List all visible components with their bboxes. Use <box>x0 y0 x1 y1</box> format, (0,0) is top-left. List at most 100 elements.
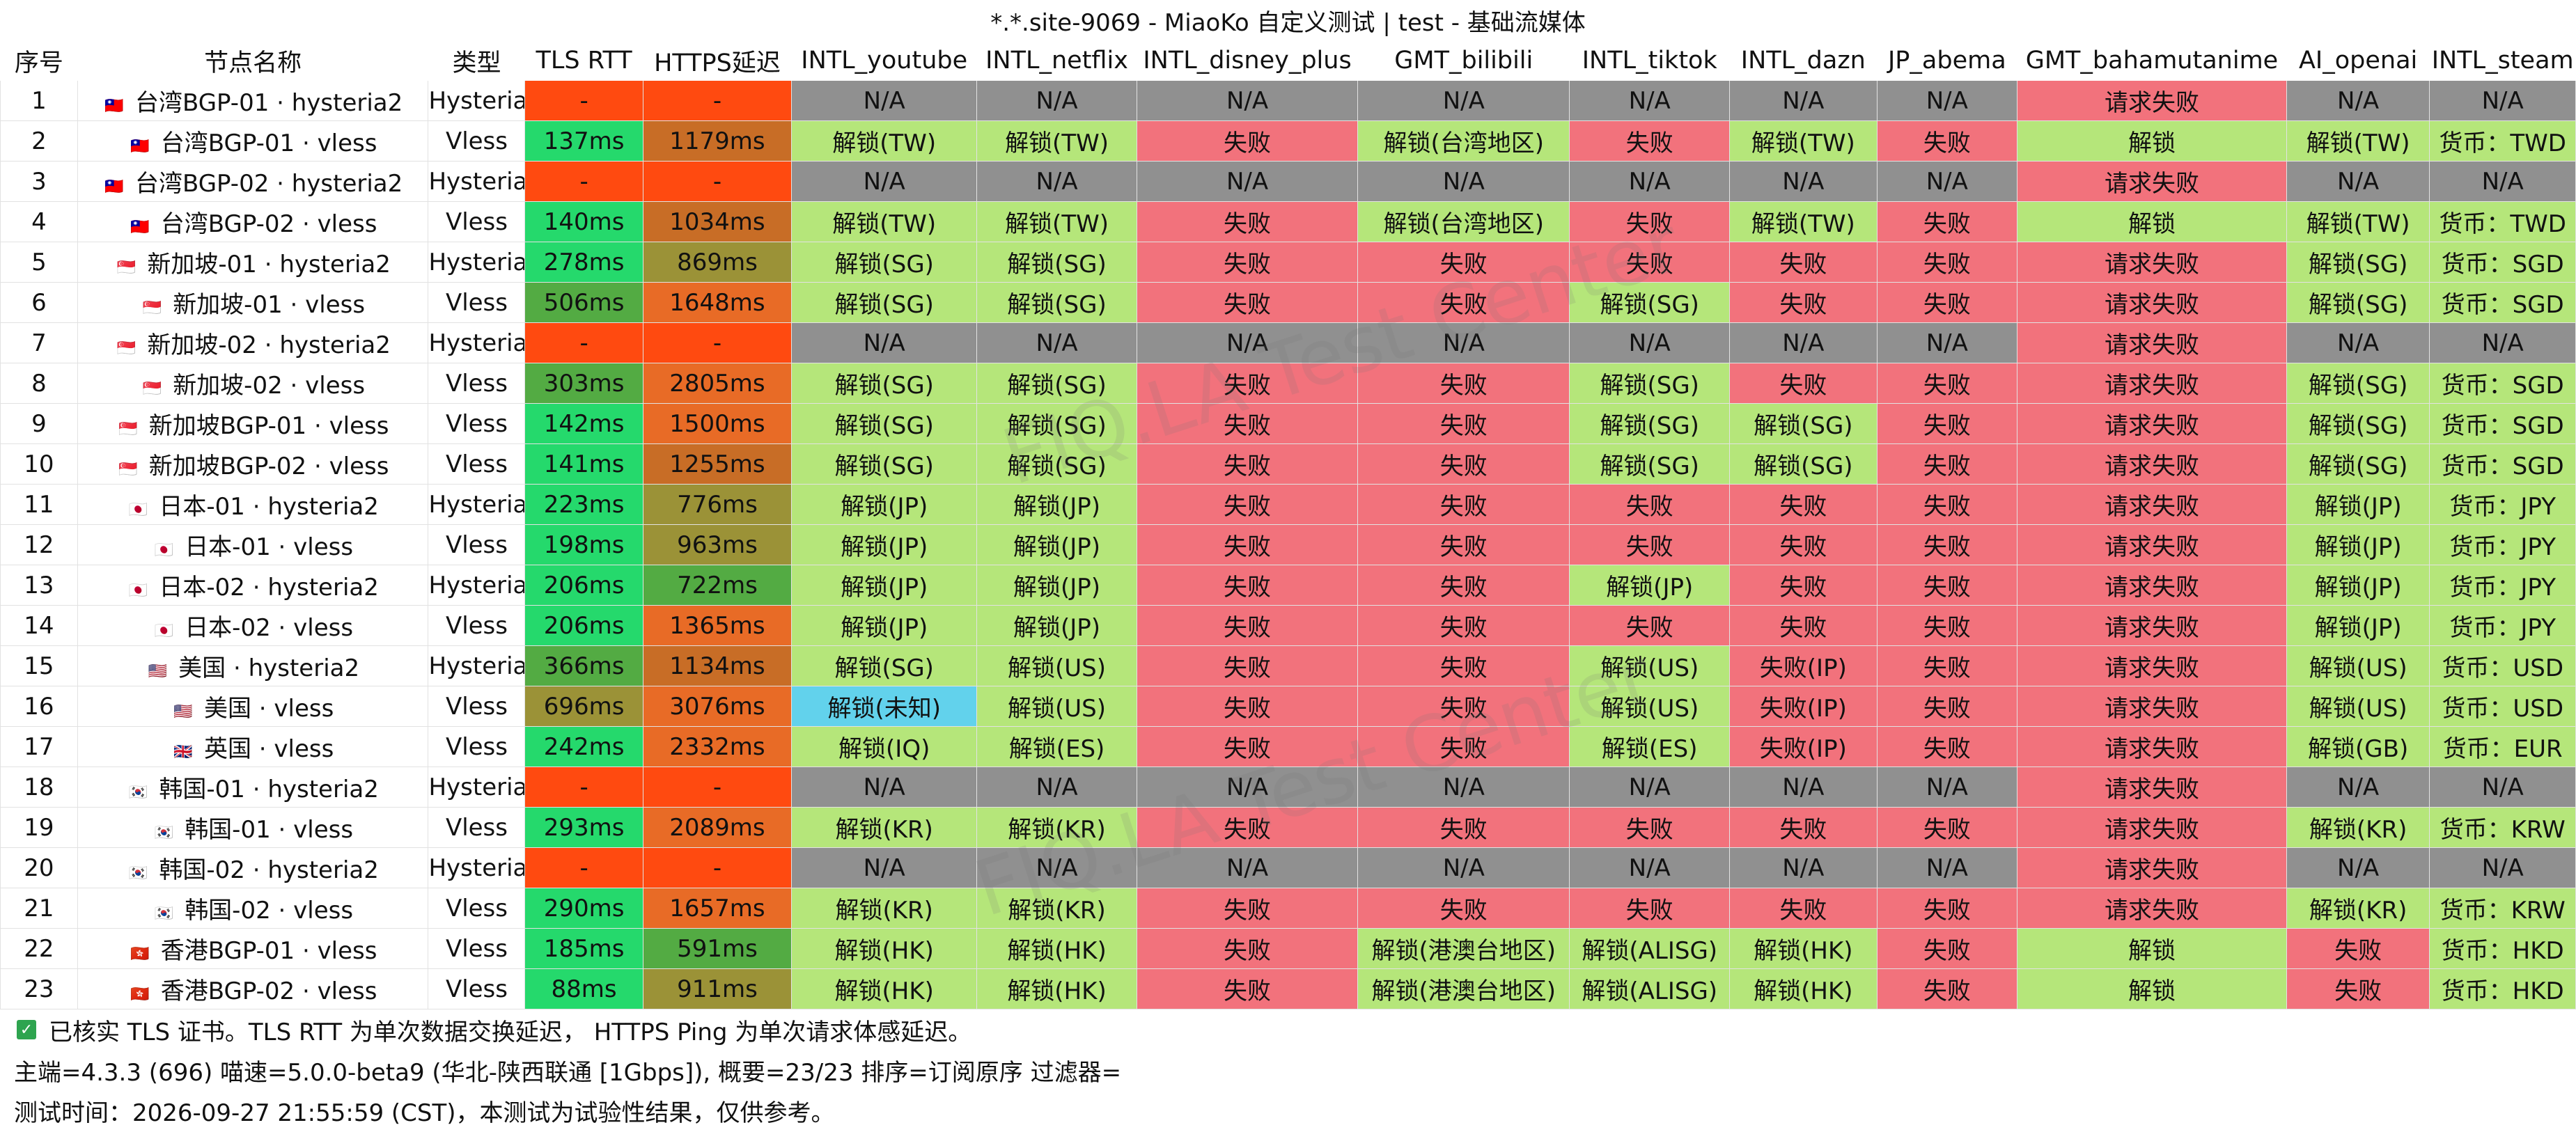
table-row[interactable]: 6 🇸🇬 新加坡-01 · vless Vless 506ms 1648ms 解锁(SG) 解… <box>0 282 2576 323</box>
result-cell-abema: 失败 <box>1876 726 2018 767</box>
result-cell-disney: N/A <box>1136 161 1359 202</box>
result-cell-dazn: 失败 <box>1729 484 1878 525</box>
node-type: Hysteria2 <box>428 322 526 363</box>
table-row[interactable]: 17 🇬🇧 英国 · vless Vless 242ms 2332ms 解锁(IQ) 解锁(E… <box>0 726 2576 767</box>
table-row[interactable]: 23 🇭🇰 香港BGP-02 · vless Vless 88ms 911ms 解锁(HK)… <box>0 968 2576 1009</box>
result-cell-dazn: N/A <box>1729 80 1878 121</box>
column-header[interactable]: HTTPS延迟 <box>642 40 793 81</box>
result-cell-bilibili: 失败 <box>1357 726 1570 767</box>
table-row[interactable]: 8 🇸🇬 新加坡-02 · vless Vless 303ms 2805ms 解锁(SG) 解… <box>0 363 2576 404</box>
result-cell-youtube: N/A <box>791 847 978 888</box>
node-type: Vless <box>428 120 526 162</box>
column-header[interactable]: AI_openai <box>2286 40 2430 81</box>
result-cell-disney: 失败 <box>1136 686 1359 727</box>
result-cell-bahamut: 请求失败 <box>2017 686 2287 727</box>
result-cell-bilibili: 失败 <box>1357 443 1570 485</box>
table-row[interactable]: 20🇰🇷韩国-02 · hysteria2Hysteria2--N/AN/AN/… <box>0 847 2576 888</box>
table-row[interactable]: 7🇸🇬新加坡-02 · hysteria2Hysteria2--N/AN/AN/… <box>0 322 2576 363</box>
node-name: 美国 · vless <box>203 695 334 723</box>
flag-jp-icon: 🇯🇵 <box>154 542 173 559</box>
result-cell-bilibili: N/A <box>1357 322 1570 363</box>
result-cell-dazn: 失败(IP) <box>1729 726 1878 767</box>
table-row[interactable]: 1🇹🇼台湾BGP-01 · hysteria2Hysteria2--N/AN/A… <box>0 80 2576 121</box>
row-number: 17 <box>0 726 78 767</box>
table-row[interactable]: 16 🇺🇸 美国 · vless Vless 696ms 3076ms 解锁(未知) 解锁(U… <box>0 686 2576 727</box>
tls-rtt-cell: - <box>524 80 643 121</box>
result-cell-netflix: 解锁(JP) <box>976 605 1137 646</box>
node-name-cell: 🇺🇸 美国 · vless <box>77 686 429 727</box>
table-row[interactable]: 22 🇭🇰 香港BGP-01 · vless Vless 185ms 591ms 解锁(HK… <box>0 928 2576 969</box>
result-cell-tiktok: N/A <box>1569 322 1731 363</box>
result-cell-bahamut: 请求失败 <box>2017 726 2287 767</box>
result-cell-abema: N/A <box>1876 767 2018 808</box>
column-header[interactable]: INTL_disney_plus <box>1136 40 1359 81</box>
result-cell-dazn: N/A <box>1729 322 1878 363</box>
result-cell-dazn: 解锁(TW) <box>1729 201 1878 242</box>
result-cell-bilibili: 失败 <box>1357 888 1570 929</box>
column-header[interactable]: INTL_netflix <box>976 40 1137 81</box>
node-type: Vless <box>428 201 526 242</box>
result-cell-tiktok: 失败 <box>1569 605 1731 646</box>
column-header[interactable]: INTL_steam <box>2429 40 2576 81</box>
result-cell-tiktok: 解锁(ES) <box>1569 726 1731 767</box>
column-header[interactable]: INTL_dazn <box>1729 40 1878 81</box>
table-row[interactable]: 14 🇯🇵 日本-02 · vless Vless 206ms 1365ms 解锁(JP) 解… <box>0 605 2576 646</box>
result-cell-bahamut: 请求失败 <box>2017 484 2287 525</box>
table-row[interactable]: 9 🇸🇬 新加坡BGP-01 · vless Vless 142ms 1500ms 解锁(S… <box>0 403 2576 444</box>
result-cell-openai: 失败 <box>2286 968 2430 1009</box>
flag-tw-icon: 🇹🇼 <box>130 138 150 155</box>
result-cell-youtube: N/A <box>791 161 978 202</box>
column-header[interactable]: GMT_bilibili <box>1357 40 1570 81</box>
column-header[interactable]: TLS RTT <box>524 40 643 81</box>
tls-rtt-cell: 141ms <box>524 443 643 485</box>
row-number: 20 <box>0 847 78 888</box>
result-cell-tiktok: 解锁(US) <box>1569 645 1731 686</box>
result-cell-netflix: 解锁(KR) <box>976 888 1137 929</box>
column-header[interactable]: 类型 <box>428 40 526 81</box>
table-row[interactable]: 12 🇯🇵 日本-01 · vless Vless 198ms 963ms 解锁(JP) 解锁… <box>0 524 2576 565</box>
flag-sg-icon: 🇸🇬 <box>118 461 138 478</box>
https-latency-cell: 1034ms <box>642 201 793 242</box>
https-latency-cell: 1255ms <box>642 443 793 485</box>
result-cell-abema: 失败 <box>1876 565 2018 606</box>
table-row[interactable]: 21 🇰🇷 韩国-02 · vless Vless 290ms 1657ms 解锁(KR) 解… <box>0 888 2576 929</box>
column-header[interactable]: GMT_bahamutanime <box>2017 40 2287 81</box>
row-number: 14 <box>0 605 78 646</box>
table-row[interactable]: 3🇹🇼台湾BGP-02 · hysteria2Hysteria2--N/AN/A… <box>0 161 2576 202</box>
table-row[interactable]: 19 🇰🇷 韩国-01 · vless Vless 293ms 2089ms 解锁(KR) 解… <box>0 807 2576 848</box>
row-number: 21 <box>0 888 78 929</box>
table-row[interactable]: 15🇺🇸美国 · hysteria2Hysteria2366ms1134ms解锁… <box>0 645 2576 686</box>
result-cell-abema: 失败 <box>1876 363 2018 404</box>
row-number: 6 <box>0 282 78 323</box>
result-cell-openai: 解锁(SG) <box>2286 363 2430 404</box>
column-header[interactable]: 节点名称 <box>77 40 429 81</box>
result-cell-abema: 失败 <box>1876 928 2018 969</box>
result-cell-abema: 失败 <box>1876 484 2018 525</box>
column-header[interactable]: INTL_youtube <box>791 40 978 81</box>
result-cell-bahamut: 请求失败 <box>2017 847 2287 888</box>
table-row[interactable]: 10 🇸🇬 新加坡BGP-02 · vless Vless 141ms 1255ms 解锁(… <box>0 443 2576 485</box>
result-cell-steam: 货币：SGD <box>2429 282 2576 323</box>
footer-info-line: 主端=4.3.3 (696) 喵速=5.0.0-beta9 (华北-陕西联通 [… <box>14 1058 1122 1087</box>
result-cell-bahamut: 请求失败 <box>2017 807 2287 848</box>
table-row[interactable]: 18🇰🇷韩国-01 · hysteria2Hysteria2--N/AN/AN/… <box>0 767 2576 808</box>
result-cell-bahamut: 请求失败 <box>2017 888 2287 929</box>
result-cell-netflix: 解锁(SG) <box>976 403 1137 444</box>
column-header[interactable]: JP_abema <box>1876 40 2018 81</box>
node-name: 台湾BGP-01 · hysteria2 <box>134 89 403 117</box>
row-number: 5 <box>0 242 78 283</box>
table-row[interactable]: 13 🇯🇵 日本-02 · hysteria2 Hysteria2206ms722ms… <box>0 565 2576 606</box>
result-cell-netflix: N/A <box>976 161 1137 202</box>
node-type: Hysteria2 <box>428 645 526 686</box>
result-cell-netflix: N/A <box>976 322 1137 363</box>
node-name: 日本-02 · vless <box>185 614 354 642</box>
table-row[interactable]: 11 🇯🇵 日本-01 · hysteria2 Hysteria2223ms776ms… <box>0 484 2576 525</box>
node-type: Vless <box>428 888 526 929</box>
result-cell-openai: N/A <box>2286 80 2430 121</box>
table-row[interactable]: 5 🇸🇬 新加坡-01 · hysteria2 Hysteria2278ms869ms… <box>0 242 2576 283</box>
column-header[interactable]: INTL_tiktok <box>1569 40 1731 81</box>
table-row[interactable]: 4 🇹🇼 台湾BGP-02 · vless Vless 140ms 1034ms 解锁(TW… <box>0 201 2576 242</box>
result-cell-netflix: 解锁(ES) <box>976 726 1137 767</box>
column-header[interactable]: 序号 <box>0 40 78 81</box>
table-row[interactable]: 2 🇹🇼 台湾BGP-01 · vless Vless 137ms 1179ms 解锁(TW… <box>0 120 2576 162</box>
